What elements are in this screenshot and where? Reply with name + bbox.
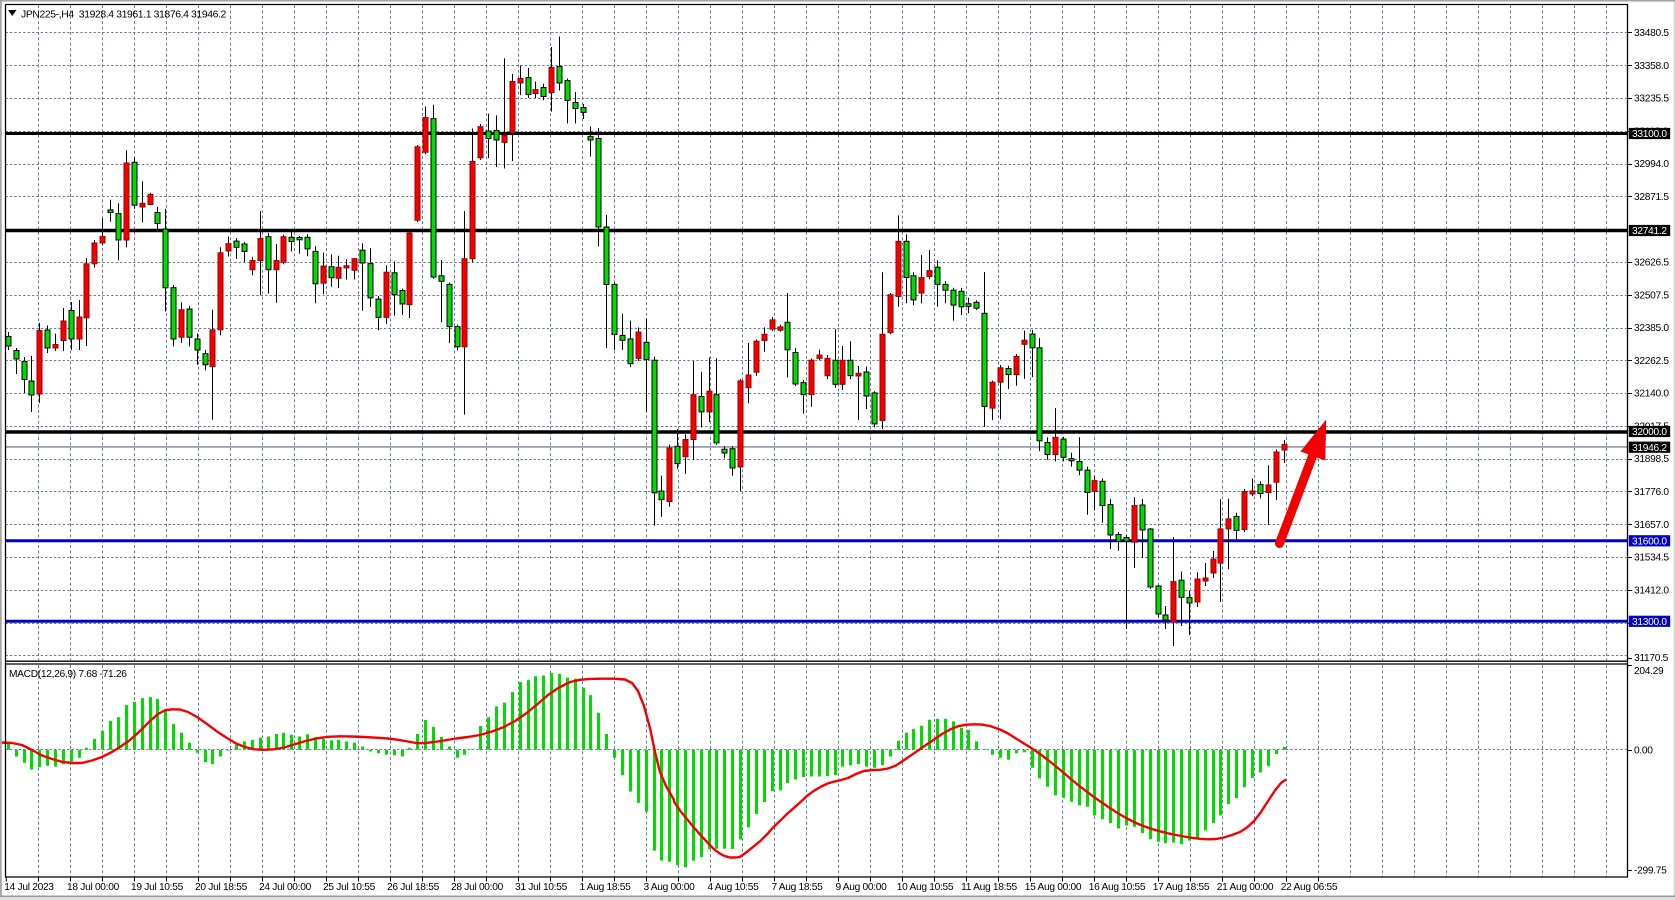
svg-text:16 Aug 10:55: 16 Aug 10:55 (1089, 882, 1146, 893)
svg-text:10 Aug 10:55: 10 Aug 10:55 (897, 882, 954, 893)
svg-text:3 Aug 00:00: 3 Aug 00:00 (643, 882, 695, 893)
svg-text:28 Jul 00:00: 28 Jul 00:00 (451, 882, 504, 893)
svg-text:31170.5: 31170.5 (1634, 653, 1669, 664)
svg-text:15 Aug 00:00: 15 Aug 00:00 (1025, 882, 1082, 893)
svg-text:7 Aug 18:55: 7 Aug 18:55 (771, 882, 823, 893)
svg-text:31898.5: 31898.5 (1634, 454, 1669, 465)
svg-text:32994.0: 32994.0 (1634, 159, 1669, 170)
svg-text:204.29: 204.29 (1634, 666, 1664, 677)
svg-text:-299.75: -299.75 (1634, 866, 1667, 877)
svg-text:32507.5: 32507.5 (1634, 290, 1669, 301)
svg-text:31776.0: 31776.0 (1634, 487, 1669, 498)
svg-text:19 Jul 10:55: 19 Jul 10:55 (131, 882, 184, 893)
svg-text:31600.0: 31600.0 (1632, 537, 1667, 548)
svg-text:31534.5: 31534.5 (1634, 553, 1669, 564)
svg-text:31412.0: 31412.0 (1634, 585, 1669, 596)
svg-text:24 Jul 00:00: 24 Jul 00:00 (259, 882, 312, 893)
svg-text:32140.0: 32140.0 (1634, 389, 1669, 400)
svg-text:25 Jul 10:55: 25 Jul 10:55 (323, 882, 376, 893)
svg-text:26 Jul 18:55: 26 Jul 18:55 (387, 882, 440, 893)
svg-text:11 Aug 18:55: 11 Aug 18:55 (961, 882, 1017, 893)
svg-text:32741.2: 32741.2 (1632, 226, 1667, 237)
svg-text:22 Aug 06:55: 22 Aug 06:55 (1281, 882, 1338, 893)
svg-text:MACD(12,26,9) 7.68 -71.26: MACD(12,26,9) 7.68 -71.26 (9, 669, 127, 680)
svg-text:20 Jul 18:55: 20 Jul 18:55 (195, 882, 248, 893)
svg-text:14 Jul 2023: 14 Jul 2023 (4, 882, 54, 893)
svg-text:JPN225-,H4 31928.4 31961.1 31: JPN225-,H4 31928.4 31961.1 31876.4 31946… (21, 10, 227, 21)
svg-text:31300.0: 31300.0 (1632, 617, 1667, 628)
svg-text:32871.5: 32871.5 (1634, 192, 1669, 203)
svg-text:32626.5: 32626.5 (1634, 258, 1669, 269)
svg-text:31 Jul 10:55: 31 Jul 10:55 (515, 882, 568, 893)
svg-text:9 Aug 00:00: 9 Aug 00:00 (835, 882, 887, 893)
svg-text:33358.0: 33358.0 (1634, 61, 1669, 72)
svg-text:17 Aug 18:55: 17 Aug 18:55 (1153, 882, 1210, 893)
svg-text:31657.0: 31657.0 (1634, 520, 1669, 531)
svg-text:18 Jul 00:00: 18 Jul 00:00 (67, 882, 120, 893)
svg-text:33480.5: 33480.5 (1634, 28, 1669, 39)
svg-text:4 Aug 10:55: 4 Aug 10:55 (707, 882, 759, 893)
svg-text:1 Aug 18:55: 1 Aug 18:55 (579, 882, 631, 893)
svg-text:32000.0: 32000.0 (1632, 427, 1667, 438)
svg-text:0.00: 0.00 (1634, 745, 1653, 756)
svg-text:33235.5: 33235.5 (1634, 94, 1669, 105)
svg-text:32385.0: 32385.0 (1634, 323, 1669, 334)
svg-text:21 Aug 00:00: 21 Aug 00:00 (1217, 882, 1274, 893)
svg-text:33100.0: 33100.0 (1632, 129, 1667, 140)
svg-text:31946.2: 31946.2 (1632, 443, 1667, 454)
svg-text:32262.5: 32262.5 (1634, 356, 1669, 367)
